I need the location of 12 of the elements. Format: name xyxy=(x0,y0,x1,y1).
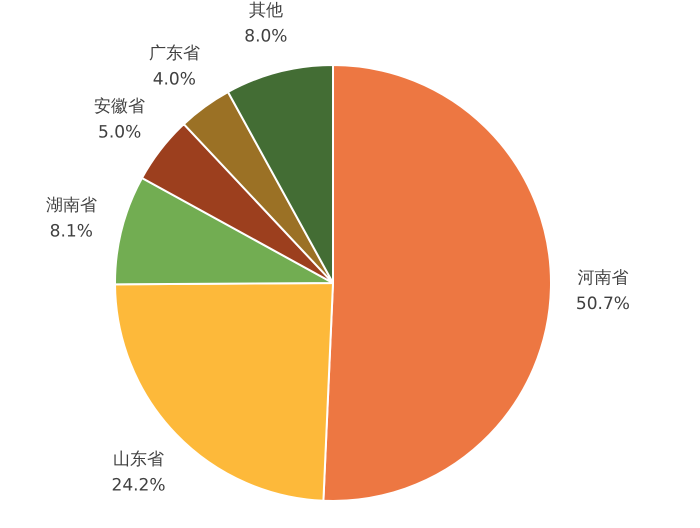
slice-label: 河南省 xyxy=(577,268,628,288)
slice-label: 安徽省 xyxy=(94,96,146,117)
data-label: 50.7% xyxy=(576,294,630,314)
data-label: 8.1% xyxy=(50,222,93,242)
data-label: 5.0% xyxy=(98,122,142,143)
data-label: 24.2% xyxy=(112,475,166,496)
slice-label: 山东省 xyxy=(113,449,164,470)
slice-label: 湖南省 xyxy=(46,196,97,216)
slice-label: 广东省 xyxy=(148,44,200,64)
data-label: 4.0% xyxy=(152,70,196,90)
data-label: 8.0% xyxy=(244,26,288,46)
slice-label: 其他 xyxy=(248,0,283,20)
